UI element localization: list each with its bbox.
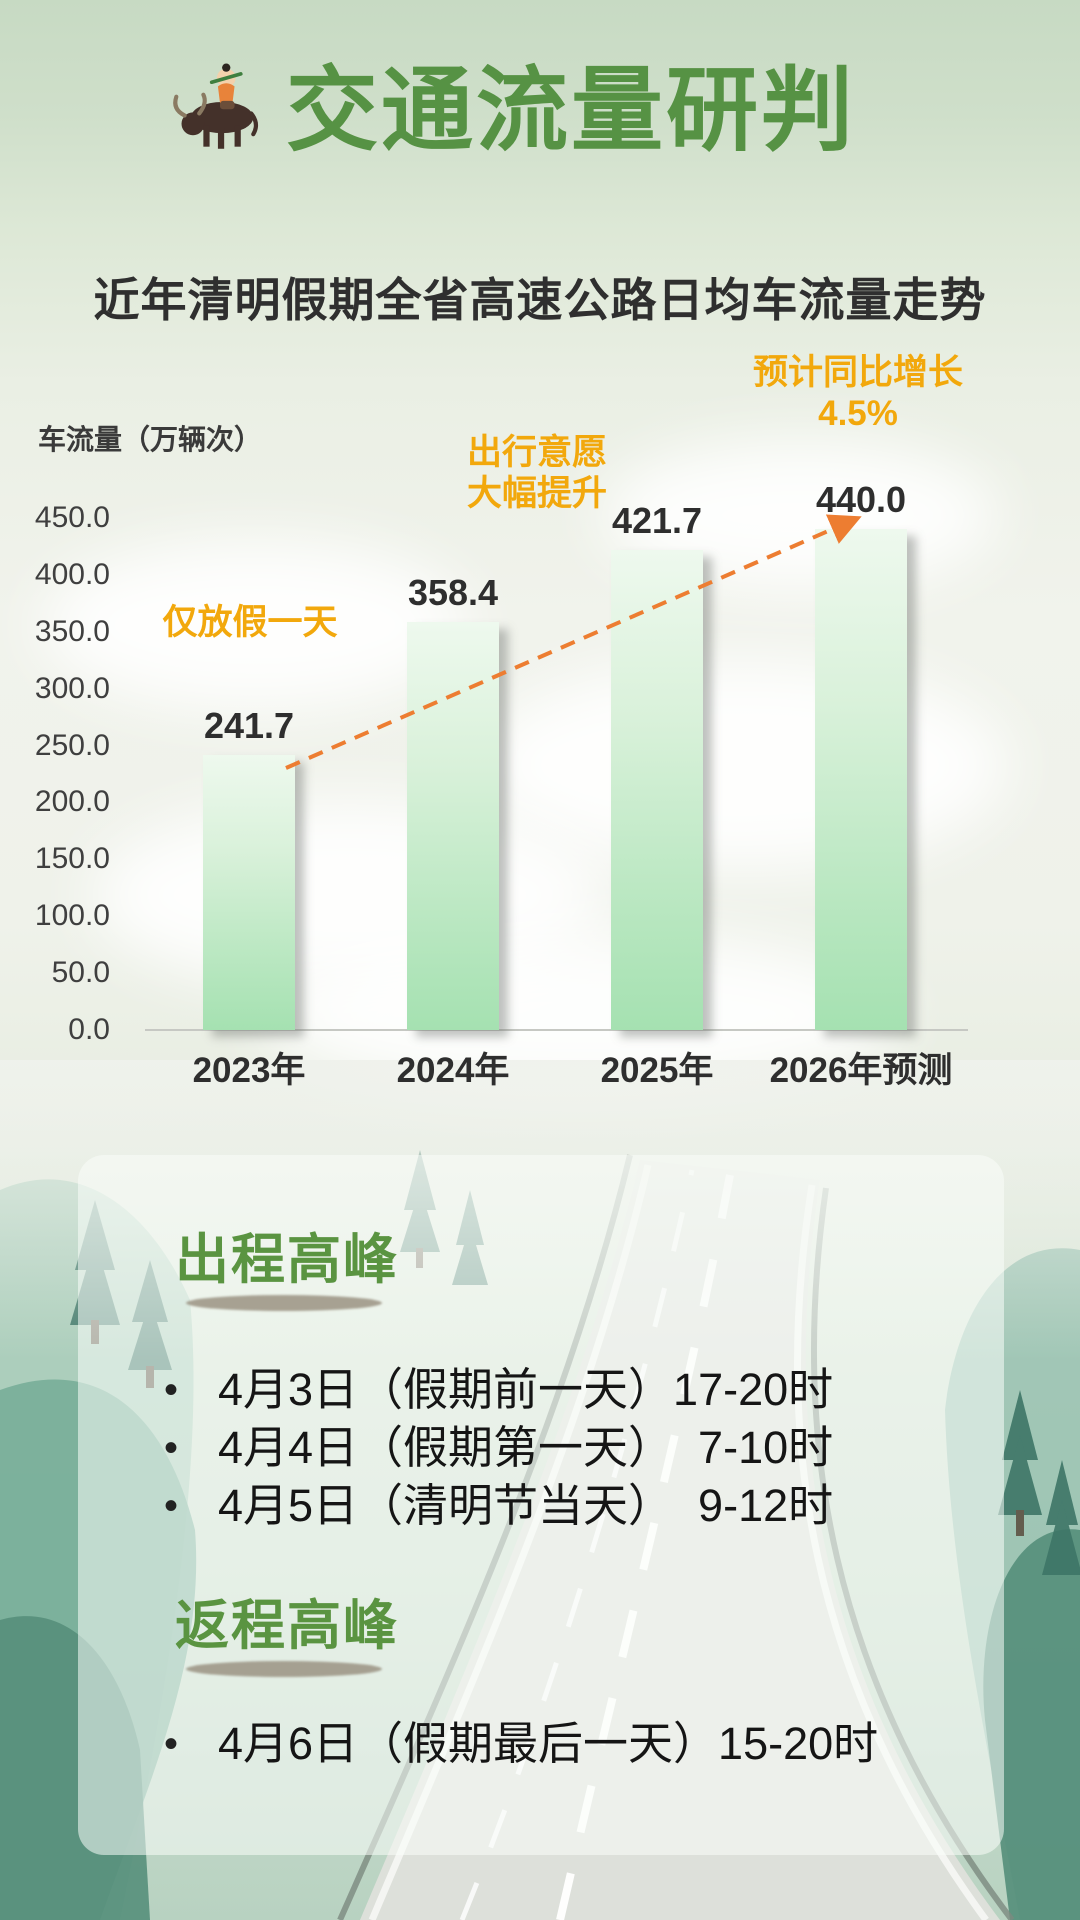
y-tick-label: 350.0 xyxy=(34,614,110,648)
bar-2023年 xyxy=(203,754,295,1030)
peak-time-item: 4月6日（假期最后一天）15-20时 xyxy=(156,1715,878,1773)
peak-time-item: 4月5日（清明节当天） 9-12时 xyxy=(156,1477,833,1535)
y-tick-label: 100.0 xyxy=(34,899,110,933)
y-tick-label: 200.0 xyxy=(34,785,110,819)
peak-time-item: 4月3日（假期前一天）17-20时 xyxy=(156,1361,833,1419)
chart-title: 近年清明假期全省高速公路日均车流量走势 xyxy=(93,274,987,326)
x-category-label: 2023年 xyxy=(192,1051,306,1090)
heading-shadow xyxy=(186,1295,382,1311)
outbound-peak-list: 4月3日（假期前一天）17-20时4月4日（假期第一天） 7-10时4月5日（清… xyxy=(156,1361,833,1535)
x-category-label: 2025年 xyxy=(600,1051,714,1090)
x-category-label: 2024年 xyxy=(396,1051,510,1090)
y-axis-label: 车流量（万辆次） xyxy=(38,424,263,455)
bar-value-label: 440.0 xyxy=(815,479,907,521)
heading-shadow xyxy=(186,1661,382,1677)
annotation-callout: 预计同比增长 4.5% xyxy=(752,353,963,433)
y-tick-label: 300.0 xyxy=(34,671,110,705)
annotation-callout: 出行意愿 大幅提升 xyxy=(466,433,607,513)
return-peak-list: 4月6日（假期最后一天）15-20时 xyxy=(156,1715,878,1773)
annotation-callout: 仅放假一天 xyxy=(162,603,338,642)
bar-value-label: 241.7 xyxy=(203,704,295,746)
peak-time-item: 4月4日（假期第一天） 7-10时 xyxy=(156,1419,833,1477)
peak-times-card: 出程高峰 4月3日（假期前一天）17-20时4月4日（假期第一天） 7-10时4… xyxy=(78,1155,1004,1855)
x-category-label: 2026年预测 xyxy=(769,1051,953,1090)
bar-2024年 xyxy=(407,622,499,1030)
y-tick-label: 400.0 xyxy=(34,557,110,591)
y-tick-label: 250.0 xyxy=(34,728,110,762)
return-peak-heading: 返程高峰 xyxy=(175,1596,399,1656)
x-axis-line xyxy=(145,1029,968,1031)
bar-2026年预测 xyxy=(815,529,907,1030)
bar-2025年 xyxy=(611,550,703,1030)
cowherd-on-buffalo-icon xyxy=(173,62,258,149)
outbound-peak-heading: 出程高峰 xyxy=(175,1230,399,1290)
y-tick-label: 450.0 xyxy=(34,501,110,534)
header: 交通流量研判 xyxy=(0,36,1052,169)
y-tick-label: 150.0 xyxy=(34,842,110,876)
y-tick-label: 0.0 xyxy=(68,1013,110,1046)
page-title: 交通流量研判 xyxy=(285,60,856,162)
y-tick-label: 50.0 xyxy=(51,956,110,990)
